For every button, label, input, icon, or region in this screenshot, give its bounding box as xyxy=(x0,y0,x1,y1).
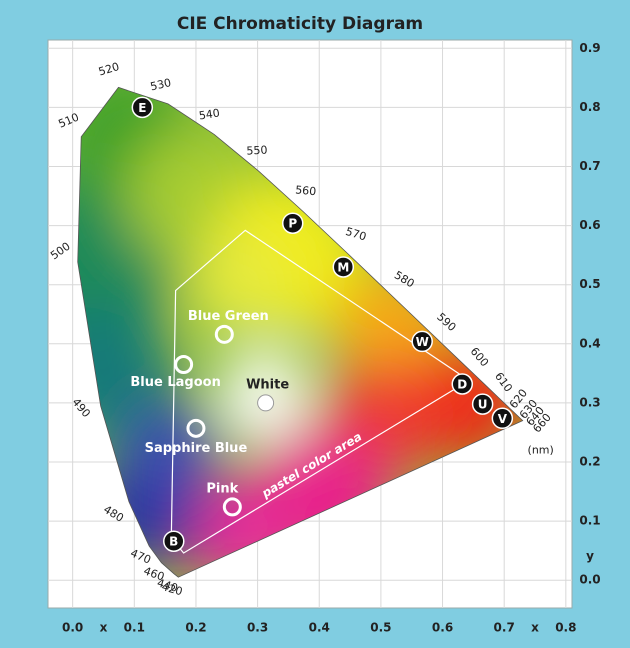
wavelength-label: 540 xyxy=(198,107,221,123)
color-point xyxy=(174,354,194,374)
wavelength-label: 420 xyxy=(160,580,184,598)
y-axis-label: y xyxy=(586,549,594,563)
marker-label: V xyxy=(498,412,508,426)
x-axis-label: x xyxy=(531,621,539,635)
x-tick-label: 0.0 xyxy=(62,621,83,635)
spectral-locus xyxy=(77,86,524,578)
marker xyxy=(131,96,154,119)
x-tick-label: 0.6 xyxy=(432,621,453,635)
marker-label: D xyxy=(457,377,467,391)
color-label: Pink xyxy=(206,481,238,496)
x-tick-label: 0.2 xyxy=(185,621,206,635)
marker xyxy=(281,212,304,234)
marker xyxy=(411,330,433,353)
marker-label: B xyxy=(169,535,178,549)
x-tick-label: 0.3 xyxy=(247,621,268,635)
x-tick-label: 0.4 xyxy=(309,621,330,635)
marker xyxy=(163,530,185,552)
pastel-area xyxy=(170,229,471,554)
x-tick-label: 0.1 xyxy=(124,621,145,635)
color-label: White xyxy=(246,377,289,392)
color-label: Blue Green xyxy=(188,309,269,324)
color-blob xyxy=(189,234,290,335)
color-point xyxy=(257,394,275,412)
color-point xyxy=(186,418,206,438)
y-tick-label: 0.8 xyxy=(579,100,600,114)
y-tick-label: 0.0 xyxy=(579,573,600,587)
marker-label: W xyxy=(416,335,429,349)
y-tick-label: 0.3 xyxy=(579,395,600,409)
x-tick-label: 0.5 xyxy=(370,621,391,635)
wavelength-label: 440 xyxy=(156,576,180,595)
x-tick-label: 0.8 xyxy=(555,621,576,635)
marker-label: E xyxy=(138,101,146,115)
x-axis-label: x xyxy=(100,621,108,635)
chart-title: CIE Chromaticity Diagram xyxy=(177,14,423,34)
marker-label: P xyxy=(288,217,297,231)
marker xyxy=(491,407,514,430)
color-point xyxy=(222,497,242,517)
marker-label: U xyxy=(478,398,488,412)
color-blob xyxy=(77,303,174,444)
y-tick-label: 0.9 xyxy=(579,41,600,55)
marker xyxy=(471,393,494,415)
wavelength-unit: (nm) xyxy=(528,444,554,457)
x-tick-label: 0.7 xyxy=(494,621,515,635)
marker xyxy=(451,373,474,395)
wavelength-label: 560 xyxy=(295,183,317,198)
wavelength-label: 550 xyxy=(246,144,268,158)
color-label: Blue Lagoon xyxy=(130,375,220,390)
wavelength-label: 530 xyxy=(149,76,172,93)
y-tick-label: 0.2 xyxy=(579,455,600,469)
y-tick-label: 0.4 xyxy=(579,336,600,350)
color-blob xyxy=(121,400,222,501)
marker xyxy=(332,256,355,278)
y-tick-label: 0.1 xyxy=(579,514,600,528)
y-tick-label: 0.5 xyxy=(579,277,600,291)
color-point xyxy=(214,324,234,344)
y-tick-label: 0.6 xyxy=(579,218,600,232)
wavelength-label: 570 xyxy=(344,225,368,243)
marker-label: M xyxy=(337,260,349,274)
wavelength-label: 520 xyxy=(97,60,121,78)
y-tick-label: 0.7 xyxy=(579,159,600,173)
color-label: Sapphire Blue xyxy=(145,441,248,456)
